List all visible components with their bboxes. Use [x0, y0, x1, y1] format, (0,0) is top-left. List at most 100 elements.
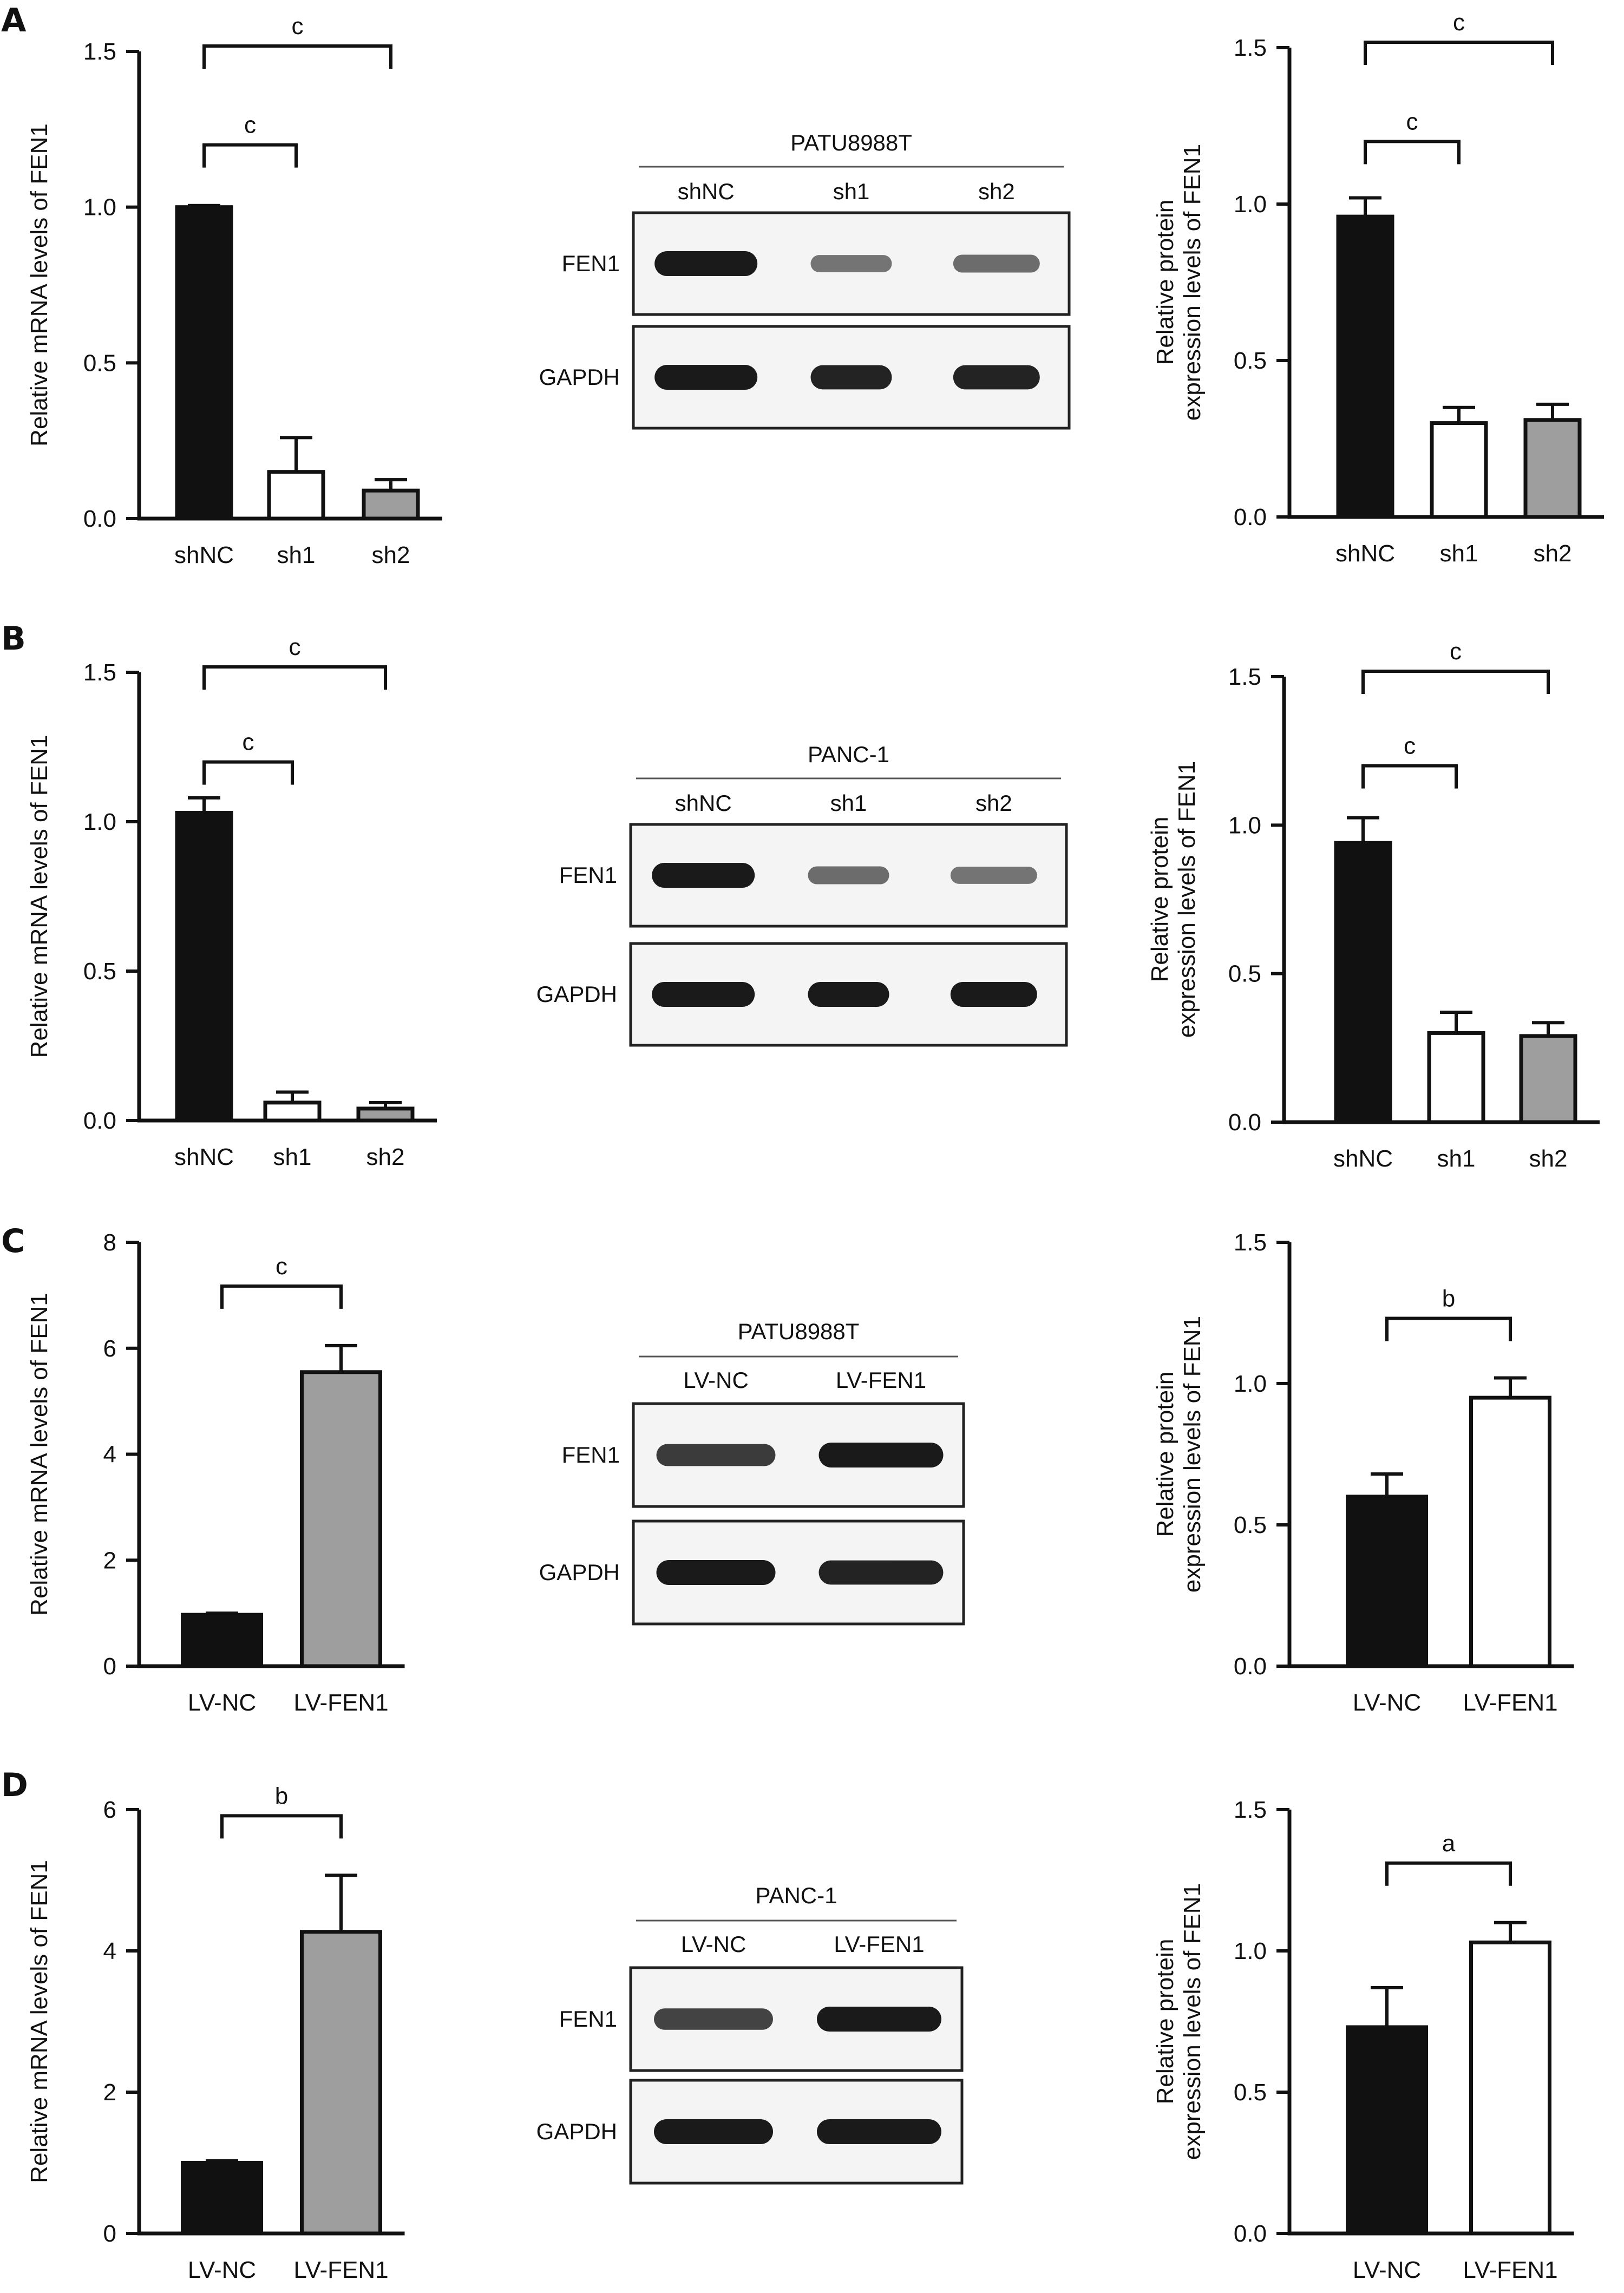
panel-d: D 0 2 4 6 Relative mRNA levels of FEN1 LV-NC L… — [1, 1766, 1574, 2283]
blot-band — [808, 982, 889, 1007]
y-tick-label: 0.0 — [83, 1108, 116, 1134]
blot-band — [652, 982, 755, 1007]
y-tick-label: 0.5 — [83, 350, 116, 376]
western-blot-d: PANC-1 LV-NC LV-FEN1 FEN1 GAPDH — [536, 1883, 964, 2185]
x-tick-label: LV-NC — [1353, 1689, 1421, 1716]
x-tick-label: sh1 — [1440, 540, 1478, 567]
y-tick-label: 0.5 — [1234, 1512, 1267, 1538]
chart-c-protein: 0.0 0.5 1.0 1.5 Relative protein expression l… — [1152, 1229, 1574, 1716]
blot-band — [953, 365, 1040, 390]
y-tick-label: 0.0 — [1234, 504, 1267, 530]
x-tick-label: sh1 — [1437, 1145, 1476, 1172]
x-tick-label: LV-FEN1 — [293, 1689, 388, 1716]
blot-band — [810, 365, 892, 390]
significance-bracket — [1361, 670, 1550, 694]
y-tick-label: 0.5 — [1234, 2079, 1267, 2106]
y-tick-label: 0.5 — [1228, 961, 1261, 987]
x-tick-label: sh1 — [273, 1144, 312, 1170]
y-tick-label: 1.5 — [1234, 1797, 1267, 1823]
bar-sh2 — [1523, 418, 1582, 519]
blot-band — [656, 1444, 776, 1466]
significance-label: c — [289, 634, 301, 660]
y-tick-label: 0 — [103, 1653, 116, 1680]
blot-lane-label: sh2 — [975, 790, 1012, 816]
x-tick-label: sh2 — [366, 1144, 405, 1170]
chart-a-protein: 0.0 0.5 1.0 1.5 Relative protein expression l… — [1152, 9, 1604, 567]
bar-sh1 — [267, 470, 325, 521]
blot-band — [818, 1443, 944, 1467]
x-tick-label: LV-FEN1 — [293, 2257, 388, 2283]
y-tick-label: 0.0 — [1234, 1653, 1267, 1680]
blot-lane-label: LV-FEN1 — [836, 1367, 926, 1393]
blot-lane-label: shNC — [675, 790, 732, 816]
chart-b-mrna: 0.0 0.5 1.0 1.5 Relative mRNA levels of FEN1… — [26, 634, 437, 1170]
panel-c: C 0 2 4 6 8 Relative mRNA levels of FEN1 LV-NC… — [1, 1222, 1574, 1716]
bar-sh2 — [362, 488, 420, 521]
significance-bracket — [202, 143, 298, 168]
western-blot-b: PANC-1 shNC sh1 sh2 FEN1 GAPDH — [536, 742, 1068, 1047]
significance-bracket — [1364, 41, 1554, 65]
significance-bracket — [1385, 1316, 1512, 1341]
significance-label: c — [1406, 108, 1418, 135]
x-tick-label: LV-NC — [188, 1689, 256, 1716]
significance-bracket — [1364, 140, 1461, 165]
y-tick-label: 0.5 — [1234, 348, 1267, 374]
significance-label: b — [275, 1783, 288, 1809]
blot-row-label: GAPDH — [539, 1560, 620, 1585]
blot-band — [817, 2007, 941, 2032]
significance-bracket — [202, 760, 294, 785]
panel-letter-c: C — [1, 1222, 25, 1260]
x-tick-label: sh1 — [277, 542, 316, 568]
y-tick-label: 8 — [103, 1229, 116, 1256]
y-axis-title: Relative mRNA levels of FEN1 — [26, 123, 53, 447]
y-tick-label: 1.5 — [1234, 1229, 1267, 1256]
x-tick-label: shNC — [174, 542, 234, 568]
y-tick-label: 0.0 — [1228, 1109, 1261, 1136]
y-tick-label: 0 — [103, 2220, 116, 2247]
y-tick-label: 1.5 — [1234, 35, 1267, 61]
blot-band — [654, 365, 758, 390]
blot-row-label: GAPDH — [536, 2119, 617, 2144]
significance-label: c — [244, 112, 256, 139]
blot-band — [652, 863, 755, 888]
panel-a: A 0.0 0.5 1.0 1.5 Relative mRNA levels of FE… — [1, 2, 1604, 568]
bar-sh2 — [356, 1106, 415, 1123]
blot-row-label: FEN1 — [559, 2006, 617, 2032]
blot-lane-label: sh1 — [830, 790, 867, 816]
x-tick-label: sh2 — [1529, 1145, 1568, 1172]
bar-lv-nc — [1346, 2025, 1428, 2236]
blot-row-label: FEN1 — [559, 862, 617, 888]
blot-band — [818, 1560, 944, 1585]
blot-lane-label: sh1 — [833, 179, 870, 204]
blot-row-label: GAPDH — [539, 364, 620, 390]
western-blot-c: PATU8988T LV-NC LV-FEN1 FEN1 GAPDH — [539, 1319, 965, 1626]
y-tick-label: 1.5 — [1228, 664, 1261, 690]
chart-a-mrna: 0.0 0.5 1.0 1.5 Relative mRNA levels of FEN1… — [26, 13, 442, 568]
y-tick-label: 1.0 — [83, 809, 116, 835]
y-tick-label: 4 — [103, 1938, 116, 1964]
y-tick-label: 2 — [103, 2079, 116, 2106]
bar-lv-fen1 — [1469, 1396, 1551, 1668]
significance-label: c — [243, 729, 254, 756]
blot-row-label: FEN1 — [562, 1442, 620, 1467]
y-tick-label: 4 — [103, 1442, 116, 1468]
y-tick-label: 1.0 — [1234, 191, 1267, 218]
blot-band — [808, 866, 889, 885]
blot-band — [654, 2008, 773, 2030]
y-tick-label: 1.0 — [83, 194, 116, 221]
blot-lane-label: shNC — [678, 179, 735, 204]
y-axis-title-line1: Relative protein — [1152, 1939, 1178, 2105]
bar-lv-nc — [181, 2161, 263, 2236]
blot-band — [817, 2119, 941, 2144]
significance-bracket — [202, 665, 387, 690]
significance-bracket — [1361, 764, 1458, 789]
bar-lv-fen1 — [1469, 1940, 1551, 2236]
significance-label: b — [1442, 1286, 1455, 1312]
x-tick-label: shNC — [1335, 540, 1395, 567]
y-axis-title-line1: Relative protein — [1147, 817, 1173, 982]
blot-band — [654, 2119, 773, 2144]
x-tick-label: LV-NC — [1353, 2257, 1421, 2283]
blot-band — [656, 1560, 776, 1585]
blot-row-label: GAPDH — [536, 981, 617, 1007]
